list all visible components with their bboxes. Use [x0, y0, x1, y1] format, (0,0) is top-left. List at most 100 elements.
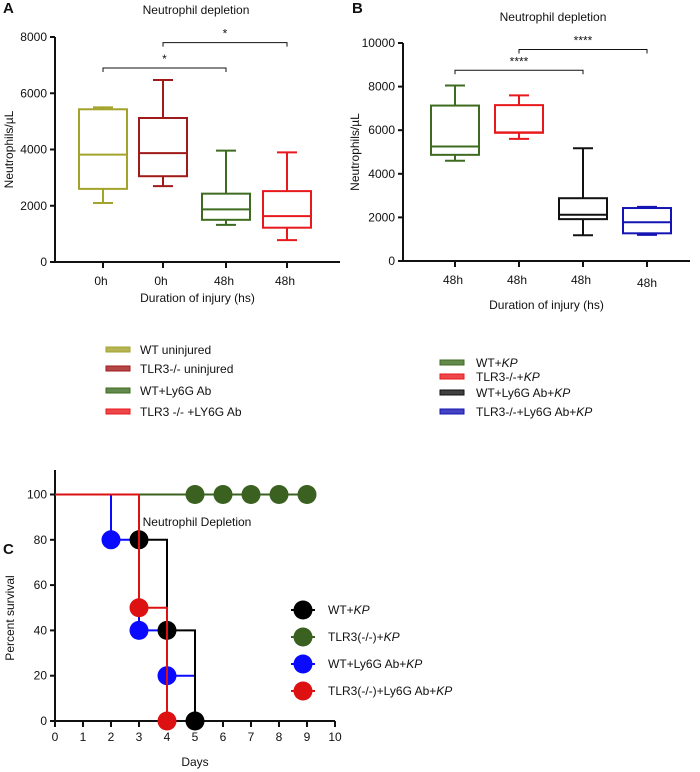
- x-tick-label: 48h: [571, 273, 591, 287]
- y-axis-label: Neutrophils/µL: [2, 110, 16, 188]
- survival-marker: [157, 711, 177, 731]
- box-iqr: [201, 192, 251, 221]
- y-tick-label: 100: [27, 488, 47, 502]
- y-tick-label: 2000: [20, 199, 47, 213]
- x-tick-label: 48h: [637, 276, 657, 290]
- x-tick-label: 48h: [275, 274, 295, 288]
- x-axis-label: Duration of injury (hs): [140, 291, 255, 305]
- x-tick-label: 6: [220, 730, 227, 744]
- significance-label: ****: [510, 54, 529, 68]
- legend-text-italic: KP: [354, 603, 370, 617]
- legend-text-italic: KP: [554, 386, 570, 400]
- y-tick-label: 0: [40, 714, 47, 728]
- significance-bracket: [518, 49, 648, 54]
- y-tick-label: 8000: [20, 30, 47, 44]
- y-axis-label: Neutrophils/µL: [348, 113, 362, 191]
- x-tick-label: 10: [328, 730, 342, 744]
- legend-text: WT+: [328, 603, 354, 617]
- y-tick-label: 8000: [368, 80, 395, 94]
- box-iqr: [430, 104, 480, 156]
- legend-label: WT+Ly6G Ab: [140, 384, 212, 398]
- x-tick-label: 0h: [154, 274, 167, 288]
- x-axis-label: Days: [181, 755, 208, 769]
- survival-marker: [129, 598, 149, 618]
- y-tick-label: 20: [34, 669, 48, 683]
- survival-marker: [213, 485, 233, 504]
- box-2: [138, 79, 188, 188]
- survival-marker: [185, 485, 205, 504]
- box-iqr: [78, 108, 128, 190]
- legend-text: TLR3-/-+: [476, 370, 524, 384]
- legend-label: TLR3 -/- +LY6G Ab: [140, 405, 242, 419]
- legend-label: TLR3-/-+Ly6G Ab+KP: [476, 405, 592, 419]
- legend-text: TLR3-/- uninjured: [140, 362, 233, 376]
- y-tick-label: 6000: [368, 123, 395, 137]
- y-tick-label: 4000: [368, 167, 395, 181]
- y-tick-label: 80: [34, 533, 48, 547]
- x-tick-label: 9: [304, 730, 311, 744]
- legend-text: WT+Ly6G Ab+: [476, 386, 554, 400]
- y-tick-label: 6000: [20, 86, 47, 100]
- legend-swatch: [105, 408, 131, 415]
- box-iqr: [262, 190, 312, 229]
- legend-label: WT+KP: [476, 356, 518, 370]
- box-iqr: [138, 117, 188, 178]
- legend-swatch: [439, 359, 465, 366]
- legend-label: TLR3-/- uninjured: [140, 362, 233, 376]
- survival-marker: [241, 485, 261, 504]
- box-2: [494, 94, 544, 140]
- legend-swatch: [439, 373, 465, 380]
- box-3: [201, 149, 251, 226]
- legend-text: TLR3(-/-)+Ly6G Ab+: [328, 684, 436, 698]
- box-4: [262, 151, 312, 242]
- legend-text: WT uninjured: [140, 343, 211, 357]
- y-tick-label: 40: [34, 623, 48, 637]
- y-tick-label: 0: [40, 255, 47, 269]
- legend-marker: [293, 654, 313, 674]
- survival-marker: [269, 485, 289, 504]
- significance-label: *: [162, 52, 167, 66]
- chart-title: Neutrophil Depletion: [143, 515, 252, 529]
- legend-label: TLR3(-/-)+Ly6G Ab+KP: [328, 684, 452, 698]
- significance-bracket: [454, 69, 584, 75]
- box-iqr: [558, 197, 608, 221]
- x-tick-label: 1: [80, 730, 87, 744]
- x-tick-label: 0h: [94, 274, 107, 288]
- survival-series-4: [55, 493, 177, 731]
- chart-title: Neutrophil depletion: [143, 3, 250, 17]
- x-tick-label: 4: [164, 730, 171, 744]
- legend-label: WT+Ly6G Ab+KP: [328, 657, 422, 671]
- legend-text: TLR3-/-+Ly6G Ab+: [476, 405, 576, 419]
- box-iqr: [622, 207, 672, 235]
- survival-marker: [101, 530, 121, 550]
- x-tick-label: 0: [52, 730, 59, 744]
- box-1: [78, 106, 128, 204]
- y-tick-label: 10000: [362, 36, 396, 50]
- significance-bracket: [102, 67, 227, 72]
- x-axis-label: Duration of injury (hs): [489, 298, 604, 312]
- legend-text: WT+: [476, 356, 502, 370]
- panel-label: C: [3, 541, 14, 558]
- legend-text-italic: KP: [524, 370, 540, 384]
- x-tick-label: 2: [108, 730, 115, 744]
- legend-label: TLR3(-/-)+KP: [328, 630, 400, 644]
- survival-marker: [185, 711, 205, 731]
- legend-label: WT+KP: [328, 603, 370, 617]
- legend-label: WT uninjured: [140, 343, 211, 357]
- legend-swatch: [105, 365, 131, 372]
- legend-text-italic: KP: [384, 630, 400, 644]
- box-iqr: [494, 104, 544, 134]
- survival-series-3: [55, 493, 205, 731]
- x-tick-label: 3: [136, 730, 143, 744]
- legend-text: WT+Ly6G Ab+: [328, 657, 406, 671]
- legend-swatch: [439, 389, 465, 396]
- legend-marker: [293, 681, 313, 701]
- legend-label: TLR3-/-+KP: [476, 370, 540, 384]
- chart-title: Neutrophil depletion: [500, 10, 607, 24]
- legend-text-italic: KP: [406, 657, 422, 671]
- y-tick-label: 4000: [20, 143, 47, 157]
- legend-text: TLR3(-/-)+: [328, 630, 384, 644]
- legend-swatch: [439, 408, 465, 415]
- survival-marker: [297, 485, 317, 504]
- box-4: [622, 205, 672, 236]
